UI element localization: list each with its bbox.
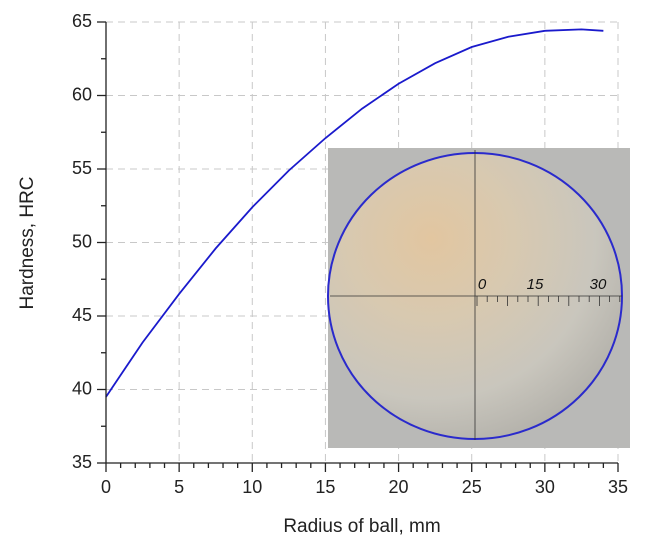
y-tick-label: 60: [72, 84, 92, 104]
x-axis-title: Radius of ball, mm: [283, 516, 440, 537]
x-tick-label: 0: [101, 477, 111, 497]
x-tick-label: 35: [608, 477, 628, 497]
x-tick-label: 15: [315, 477, 335, 497]
y-tick-label: 35: [72, 452, 92, 472]
y-axis-title: Hardness, HRC: [17, 176, 38, 309]
y-tick-label: 45: [72, 305, 92, 325]
x-tick-label: 25: [462, 477, 482, 497]
y-tick-label: 55: [72, 158, 92, 178]
inset-label: 30: [590, 276, 607, 293]
x-tick-label: 5: [174, 477, 184, 497]
inset-photo: 0 15 30: [327, 148, 630, 448]
inset-label: 15: [527, 276, 544, 293]
y-tick-label: 65: [72, 11, 92, 31]
ruler: [476, 296, 621, 306]
x-tick-label: 10: [242, 477, 262, 497]
x-tick-label: 30: [535, 477, 555, 497]
y-tick-label: 40: [72, 378, 92, 398]
y-tick-label: 50: [72, 231, 92, 251]
inset-label: 0: [478, 276, 487, 293]
x-tick-label: 20: [389, 477, 409, 497]
data-line: [105, 28, 604, 398]
